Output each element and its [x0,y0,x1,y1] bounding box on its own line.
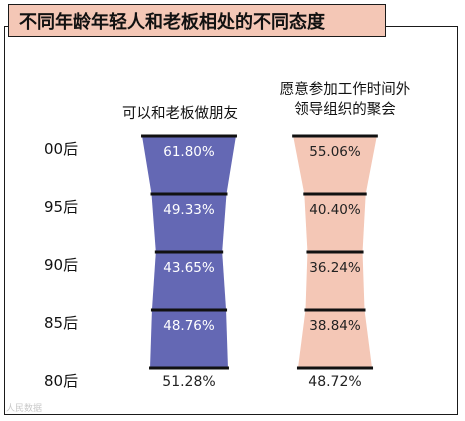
series-2-header-line: 愿意参加工作时间外 [279,82,411,98]
series-2-segment [305,252,365,310]
series-1-segment [151,194,227,252]
series-1-value-label: 61.80% [163,144,215,160]
series-1-segment [150,310,228,368]
series-1-value-label: 49.33% [163,202,215,218]
category-label: 85后 [44,314,79,332]
chart-title: 不同年龄年轻人和老板相处的不同态度 [8,4,386,37]
series-2-value-label: 48.72% [308,374,361,390]
series-2-value-label: 55.06% [309,144,361,160]
series-2-segment [293,136,377,194]
series-1-segment [142,136,236,194]
series-2-segment [304,194,366,252]
series-1-value-label: 48.76% [163,318,215,334]
series-2-segment [297,310,373,368]
series-2-value-label: 40.40% [309,202,361,218]
category-label: 00后 [44,140,79,158]
series-1-value-label: 43.65% [163,260,215,276]
category-label: 90后 [44,256,79,274]
series-1-header: 可以和老板做朋友 [100,104,260,124]
series-2-header-line: 领导组织的聚会 [294,102,396,118]
category-label: 95后 [44,198,79,216]
series-1-segment [151,252,227,310]
watermark: 人民数据 [6,404,43,414]
series-2-value-label: 36.24% [309,260,361,276]
category-label: 80后 [44,372,79,390]
series-1-value-label: 51.28% [162,374,215,390]
series-1-header-line: 可以和老板做朋友 [122,106,238,122]
series-2-value-label: 38.84% [309,318,361,334]
chart-frame [4,26,458,415]
series-2-header: 愿意参加工作时间外 领导组织的聚会 [255,80,435,120]
